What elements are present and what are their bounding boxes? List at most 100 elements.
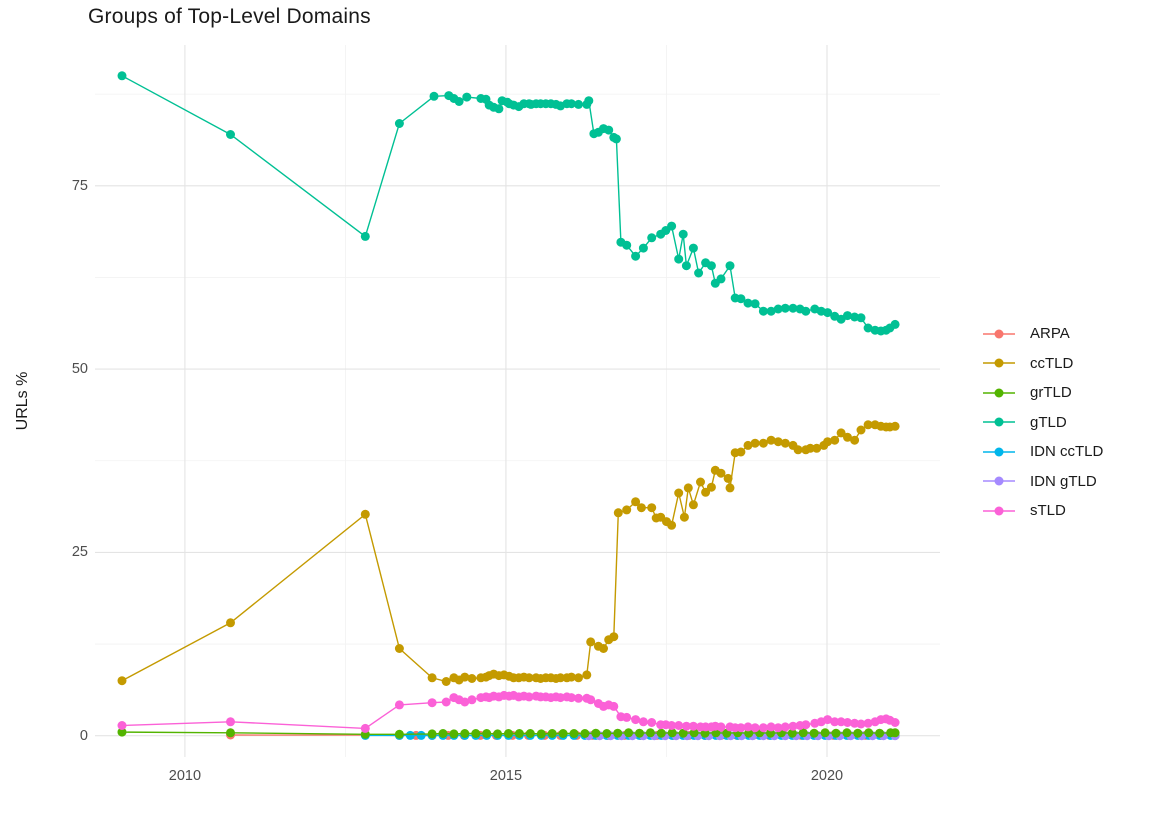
data-point <box>584 96 594 106</box>
legend-item-cctld: ccTLD <box>982 349 1103 379</box>
data-point <box>678 229 688 239</box>
data-point <box>805 443 815 453</box>
data-point <box>856 425 866 435</box>
data-point <box>622 712 632 722</box>
y-tick-label: 25 <box>71 544 88 561</box>
data-point <box>688 721 698 731</box>
data-point <box>405 730 415 740</box>
data-point <box>773 437 783 447</box>
legend-label: ccTLD <box>1030 354 1074 372</box>
legend-label: IDN gTLD <box>1030 472 1097 490</box>
data-point <box>864 728 874 738</box>
data-point <box>647 503 657 513</box>
data-point <box>836 428 846 438</box>
data-point <box>226 130 235 139</box>
data-point <box>441 697 451 707</box>
data-point <box>787 728 797 738</box>
data-point <box>647 233 657 243</box>
data-point <box>706 482 716 492</box>
y-axis-title: URLs % <box>14 371 31 431</box>
data-point <box>766 435 776 445</box>
legend-key-point <box>994 388 1004 398</box>
data-point <box>460 697 470 707</box>
data-point <box>716 722 726 732</box>
data-point <box>674 488 684 498</box>
data-point <box>823 308 833 318</box>
data-point <box>823 437 833 447</box>
data-point <box>758 438 768 448</box>
data-point <box>427 729 437 739</box>
y-tick-label: 50 <box>71 361 88 378</box>
data-point <box>681 721 691 731</box>
data-point <box>569 729 579 738</box>
data-point <box>798 728 808 738</box>
data-point <box>591 728 601 738</box>
data-point <box>890 728 900 738</box>
data-point <box>743 722 753 732</box>
data-point <box>716 468 726 478</box>
data-point <box>831 728 841 738</box>
data-point <box>467 674 477 683</box>
data-point <box>706 261 716 271</box>
data-point <box>547 729 557 738</box>
legend-key-point <box>994 329 1004 339</box>
data-point <box>694 268 704 278</box>
data-point <box>449 729 459 739</box>
legend-label: gTLD <box>1030 413 1067 431</box>
data-point <box>394 729 404 739</box>
data-point <box>416 730 426 740</box>
data-point <box>360 509 370 519</box>
data-point <box>801 720 811 730</box>
data-point <box>725 483 735 493</box>
data-point <box>843 718 852 727</box>
data-point <box>743 440 753 450</box>
legend-key-point <box>994 358 1004 368</box>
data-point <box>647 718 657 727</box>
data-point <box>226 728 235 738</box>
data-point <box>667 520 677 530</box>
legend: ARPA ccTLD grTLD gTLD IDN ccTLD IDN gTLD sTLD <box>982 319 1103 526</box>
x-tick-label: 2015 <box>489 768 523 784</box>
data-point <box>556 673 565 683</box>
data-point <box>613 728 623 738</box>
series-line <box>121 75 896 332</box>
data-point <box>586 695 596 705</box>
legend-key-point <box>994 447 1004 457</box>
data-point <box>524 692 534 702</box>
data-point <box>602 729 612 738</box>
data-point <box>622 505 632 515</box>
legend-item-grtld: grTLD <box>982 378 1103 408</box>
legend-item-idn-cctld: IDN ccTLD <box>982 437 1103 467</box>
data-point <box>683 483 693 493</box>
data-point <box>574 693 583 703</box>
data-point <box>441 677 451 686</box>
data-point <box>394 119 404 128</box>
data-point <box>622 240 632 250</box>
data-point <box>117 676 127 686</box>
data-point <box>750 723 760 733</box>
data-point <box>582 670 592 680</box>
data-point <box>613 508 623 518</box>
data-point <box>758 306 768 316</box>
data-point <box>636 503 646 513</box>
legend-label: ARPA <box>1030 325 1070 343</box>
data-point <box>696 477 705 487</box>
data-point <box>809 728 819 738</box>
data-point <box>875 728 885 738</box>
data-point <box>586 637 596 647</box>
data-point <box>736 294 746 304</box>
data-point <box>525 729 535 738</box>
data-point <box>394 700 404 710</box>
data-point <box>667 721 677 730</box>
data-point <box>890 421 900 431</box>
data-point <box>793 445 803 455</box>
data-point <box>890 718 900 727</box>
data-point <box>566 693 576 703</box>
data-point <box>558 729 568 738</box>
data-point <box>580 729 590 738</box>
data-point <box>780 722 790 732</box>
x-tick-label: 2010 <box>168 768 202 784</box>
data-point <box>856 313 866 323</box>
data-point <box>462 92 472 102</box>
